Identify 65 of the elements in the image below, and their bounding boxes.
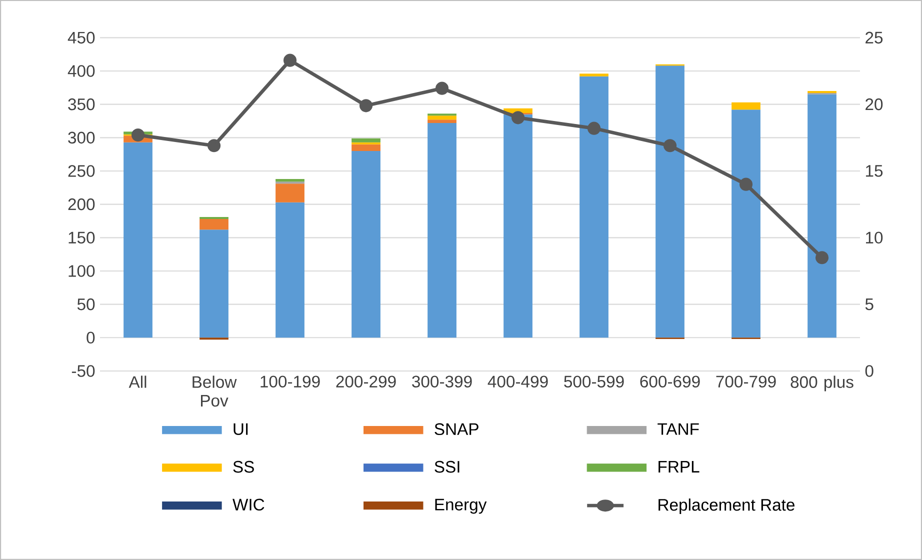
y-tick-label: 250 (68, 165, 95, 177)
bar (808, 94, 836, 338)
y-tick-label: 450 (68, 32, 95, 44)
x-tick-label: 300-399 (412, 376, 472, 388)
bar (580, 76, 608, 338)
point (359, 99, 373, 112)
bar (352, 144, 380, 151)
x-tick-label: 700-799 (716, 376, 776, 388)
x-tick-label: 800 plus (790, 376, 854, 392)
bar (504, 114, 532, 338)
point (739, 178, 753, 191)
legend-label: Energy (435, 498, 487, 514)
x-tick-label: 500-599 (564, 376, 624, 388)
legend-label: FRPL (658, 460, 700, 472)
x-tick-label: 200-299 (336, 376, 396, 388)
legend-label: SS (233, 460, 254, 473)
point (663, 139, 677, 152)
point (283, 54, 297, 67)
y2-tick-label: 15 (866, 165, 883, 177)
bar (428, 120, 456, 123)
y2-tick-label: 10 (866, 232, 883, 244)
bar (352, 138, 380, 142)
y-tick-label: 300 (68, 132, 95, 144)
x-tick-label: 100-199 (260, 376, 320, 388)
bar (200, 218, 228, 230)
bar (200, 230, 228, 338)
y-tick-label: 350 (68, 98, 95, 110)
x-tick-label: 400-499 (488, 376, 548, 388)
x-tick-label: All (128, 376, 146, 388)
y-tick-label: 100 (68, 265, 95, 277)
point (207, 139, 221, 152)
y2-tick-label: 25 (866, 32, 883, 44)
y-tick-label: 0 (86, 332, 95, 344)
x-tick-label: 600-699 (640, 376, 700, 388)
point (815, 251, 829, 264)
y-tick-label: -50 (72, 365, 95, 377)
y2-tick-label: 0 (865, 365, 874, 377)
y-tick-label: 200 (68, 198, 95, 210)
bar (428, 116, 456, 120)
legend-label: WIC (232, 498, 264, 511)
point (131, 128, 145, 142)
legend-label: UI (234, 423, 248, 435)
legend-label: SSI (434, 460, 460, 473)
bar (732, 102, 760, 110)
point (435, 82, 449, 95)
bar (276, 184, 304, 202)
bar (276, 178, 304, 182)
y2-tick-label: 20 (866, 98, 883, 110)
legend-label: SNAP (434, 423, 478, 436)
bar (428, 122, 456, 338)
bar (276, 202, 304, 338)
bar (124, 142, 152, 338)
point (587, 122, 601, 135)
legend-label: Replacement Rate (658, 498, 794, 514)
y-tick-label: 400 (68, 65, 95, 77)
x-tick-label: Below Pov (192, 376, 237, 407)
bar (732, 110, 760, 338)
bar (580, 74, 608, 76)
y2-tick-label: 5 (865, 298, 874, 310)
point (511, 111, 525, 124)
legend-label: TANF (658, 423, 699, 435)
y-tick-label: 150 (68, 232, 95, 244)
y-tick-label: 50 (77, 298, 95, 310)
bar (656, 66, 684, 338)
bar (352, 150, 380, 338)
